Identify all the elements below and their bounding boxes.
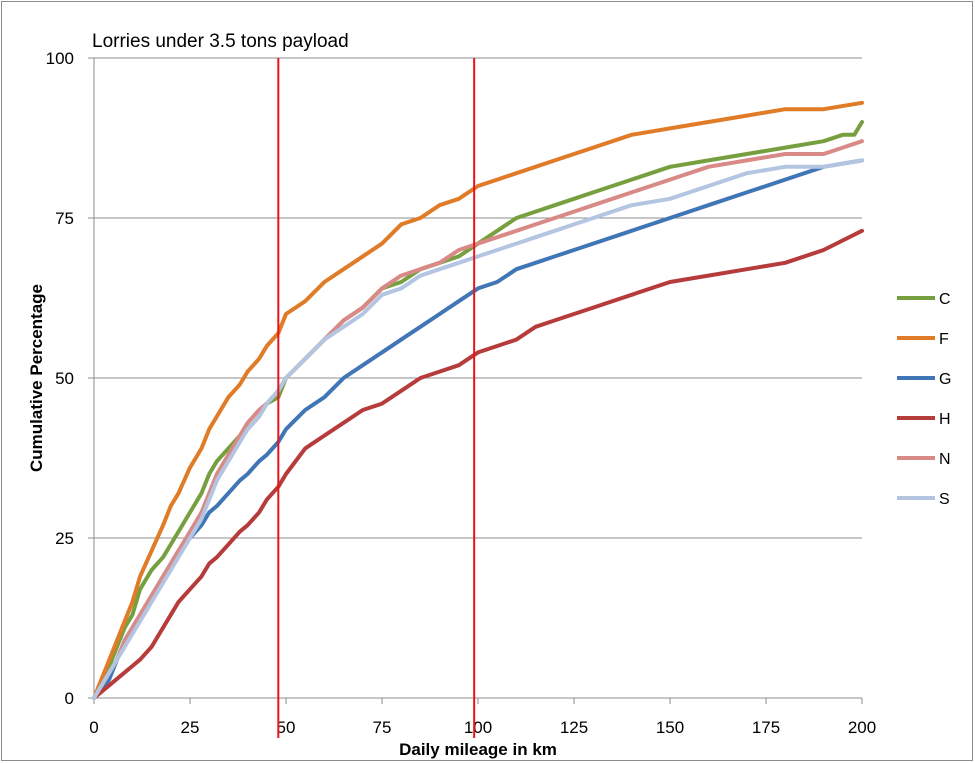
x-tick-label-4: 100 <box>464 718 492 737</box>
y-tick-label-2: 50 <box>55 369 74 388</box>
legend-label-S: S <box>939 491 950 508</box>
y-tick-label-3: 75 <box>55 209 74 228</box>
legend-label-G: G <box>939 371 951 388</box>
legend-label-N: N <box>939 451 951 468</box>
y-tick-label-4: 100 <box>46 49 74 68</box>
x-tick-label-3: 75 <box>373 718 392 737</box>
chart-title: Lorries under 3.5 tons payload <box>92 31 349 52</box>
legend: C F G H N S <box>897 291 951 508</box>
y-tick-label-0: 0 <box>65 689 74 708</box>
series-lines <box>92 100 864 700</box>
series-line-F <box>92 100 864 700</box>
x-tick-label-6: 150 <box>656 718 684 737</box>
series-line-S <box>92 158 864 700</box>
x-tick-label-7: 175 <box>752 718 780 737</box>
x-tick-label-8: 200 <box>848 718 876 737</box>
legend-label-F: F <box>939 331 949 348</box>
reference-lines <box>277 58 476 738</box>
series-line-N <box>92 139 864 700</box>
y-tick-label-1: 25 <box>55 529 74 548</box>
series-line-H <box>92 228 864 700</box>
x-axis-title: Daily mileage in km <box>399 740 557 759</box>
x-tick-label-5: 125 <box>560 718 588 737</box>
x-tick-label-1: 25 <box>181 718 200 737</box>
axes <box>88 57 863 704</box>
legend-label-C: C <box>939 291 951 308</box>
series-line-C <box>92 120 864 700</box>
x-tick-label-0: 0 <box>89 718 98 737</box>
x-tick-label-2: 50 <box>277 718 296 737</box>
y-axis-title: Cumulative Percentage <box>27 284 46 472</box>
legend-label-H: H <box>939 411 951 428</box>
tick-labels: 0 25 50 75 100 125 150 175 200 0 25 50 75 100 <box>46 49 877 737</box>
